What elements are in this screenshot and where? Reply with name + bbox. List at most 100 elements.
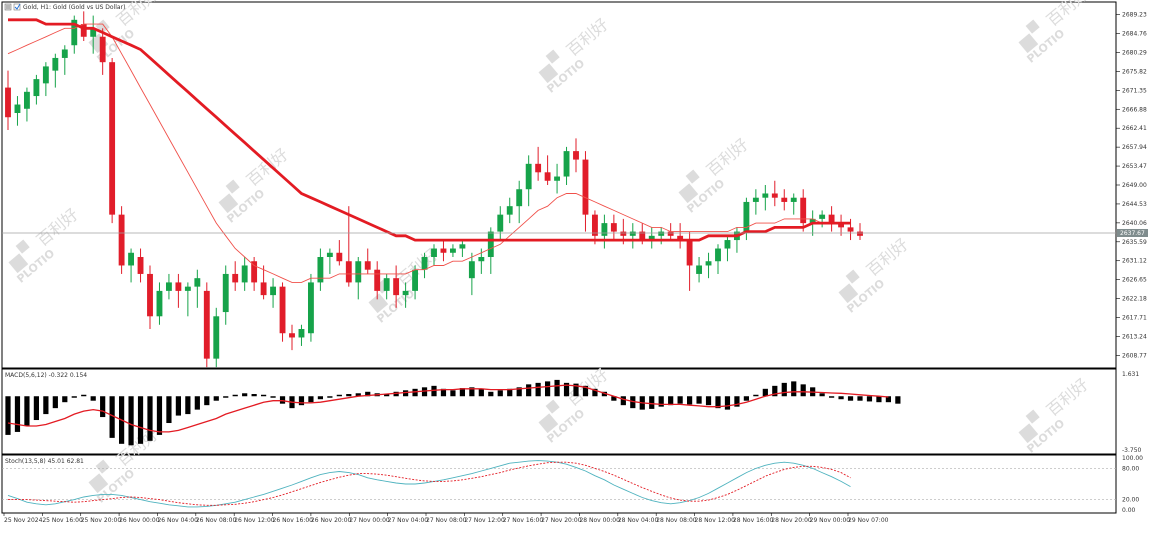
macd-bar	[147, 396, 153, 441]
candle	[459, 240, 466, 257]
macd-bar	[90, 396, 96, 401]
candle	[90, 15, 97, 54]
macd-bar	[232, 394, 238, 397]
macd-bar	[592, 388, 598, 397]
macd-bar	[336, 394, 342, 397]
macd-bar	[365, 391, 371, 397]
macd-bar	[384, 394, 390, 397]
time-tick-label: 29 Nov 00:00	[810, 517, 851, 524]
macd-bar	[828, 396, 835, 398]
macd-bar	[743, 396, 750, 401]
macd-bar	[715, 396, 721, 409]
macd-bar	[43, 396, 49, 415]
macd-tick-label: -3.750	[1122, 447, 1142, 454]
time-tick-label: 26 Nov 08:00	[196, 517, 237, 524]
macd-bar	[109, 396, 115, 438]
candle	[838, 214, 845, 236]
macd-bar	[611, 396, 617, 401]
candle	[762, 185, 769, 211]
macd-bar	[298, 396, 305, 406]
chart-menu-icon[interactable]	[4, 3, 12, 11]
time-tick-label: 25 Nov 2024	[4, 517, 43, 524]
macd-bar	[260, 394, 267, 397]
macd-bar	[573, 383, 579, 397]
price-tick-label: 2680.29	[1122, 49, 1147, 56]
candle	[128, 248, 135, 283]
candle	[506, 197, 513, 224]
candle	[857, 223, 863, 241]
macd-bar	[866, 396, 873, 402]
macd-bar	[526, 384, 532, 397]
macd-bar	[402, 390, 409, 397]
macd-bar	[734, 396, 740, 407]
macd-bar	[81, 394, 87, 397]
macd-pane-frame	[1, 368, 1117, 455]
price-tick-label: 2626.65	[1122, 277, 1147, 284]
macd-bar	[346, 394, 352, 397]
candle	[80, 11, 87, 41]
macd-bar	[772, 385, 778, 397]
macd-bar	[100, 396, 106, 418]
candle	[591, 210, 598, 245]
macd-bar	[270, 396, 276, 398]
macd-bar	[876, 396, 882, 403]
candle	[42, 62, 49, 97]
price-tick-label: 2608.77	[1122, 352, 1147, 359]
candle	[184, 282, 191, 317]
macd-bar	[677, 396, 683, 404]
time-tick-label: 26 Nov 20:00	[311, 517, 352, 524]
candle	[5, 70, 11, 130]
macd-bar	[33, 396, 40, 421]
macd-bar	[847, 396, 854, 401]
macd-bar	[128, 396, 134, 446]
macd-bar	[649, 396, 655, 409]
macd-bar	[440, 388, 447, 397]
main-title: Gold, H1: Gold (Gold vs US Dollar)	[23, 4, 125, 11]
price-tick-label: 2644.53	[1122, 201, 1147, 208]
price-tick-label: 2684.76	[1122, 31, 1147, 38]
candle	[326, 248, 333, 274]
time-tick-label: 27 Nov 08:00	[426, 517, 467, 524]
candle	[175, 273, 182, 308]
candle	[336, 240, 343, 266]
candle	[724, 235, 731, 262]
candle	[203, 282, 210, 368]
time-tick-label: 28 Nov 00:00	[579, 517, 620, 524]
price-tick-label: 2631.12	[1122, 258, 1147, 265]
ma-fast-line	[7, 23, 851, 283]
candle	[440, 240, 447, 262]
macd-bar	[696, 396, 702, 404]
time-tick-label: 28 Nov 16:00	[733, 517, 774, 524]
candle	[14, 96, 21, 126]
candle	[648, 227, 655, 249]
price-tick-label: 2613.24	[1122, 333, 1147, 340]
macd-bar	[582, 385, 589, 397]
candle	[137, 248, 144, 283]
stoch-label: Stoch(13,5,8) 45.01 62.81	[5, 458, 84, 465]
time-tick-label: 25 Nov 16:00	[42, 517, 83, 524]
candle	[771, 180, 778, 207]
chart-check-icon[interactable]	[13, 3, 21, 11]
price-tick-label: 2666.88	[1122, 106, 1147, 113]
macd-bar	[308, 396, 314, 403]
candle	[241, 257, 248, 291]
macd-bar	[175, 396, 182, 416]
candle	[544, 155, 551, 185]
price-tick-label: 2671.35	[1122, 87, 1147, 94]
macd-bar	[478, 388, 484, 397]
macd-bar	[724, 396, 731, 410]
candle	[781, 189, 788, 211]
candle	[232, 261, 239, 291]
candle	[516, 180, 523, 224]
time-tick-label: 29 Nov 07:00	[848, 517, 889, 524]
watermark-text: 百利好	[863, 235, 912, 280]
candle	[402, 282, 409, 308]
candle	[156, 282, 163, 325]
candle	[260, 265, 267, 300]
price-tick-label: 2649.00	[1122, 182, 1147, 189]
macd-bar	[838, 396, 844, 400]
stoch-tick-label: 100.00	[1122, 455, 1143, 462]
